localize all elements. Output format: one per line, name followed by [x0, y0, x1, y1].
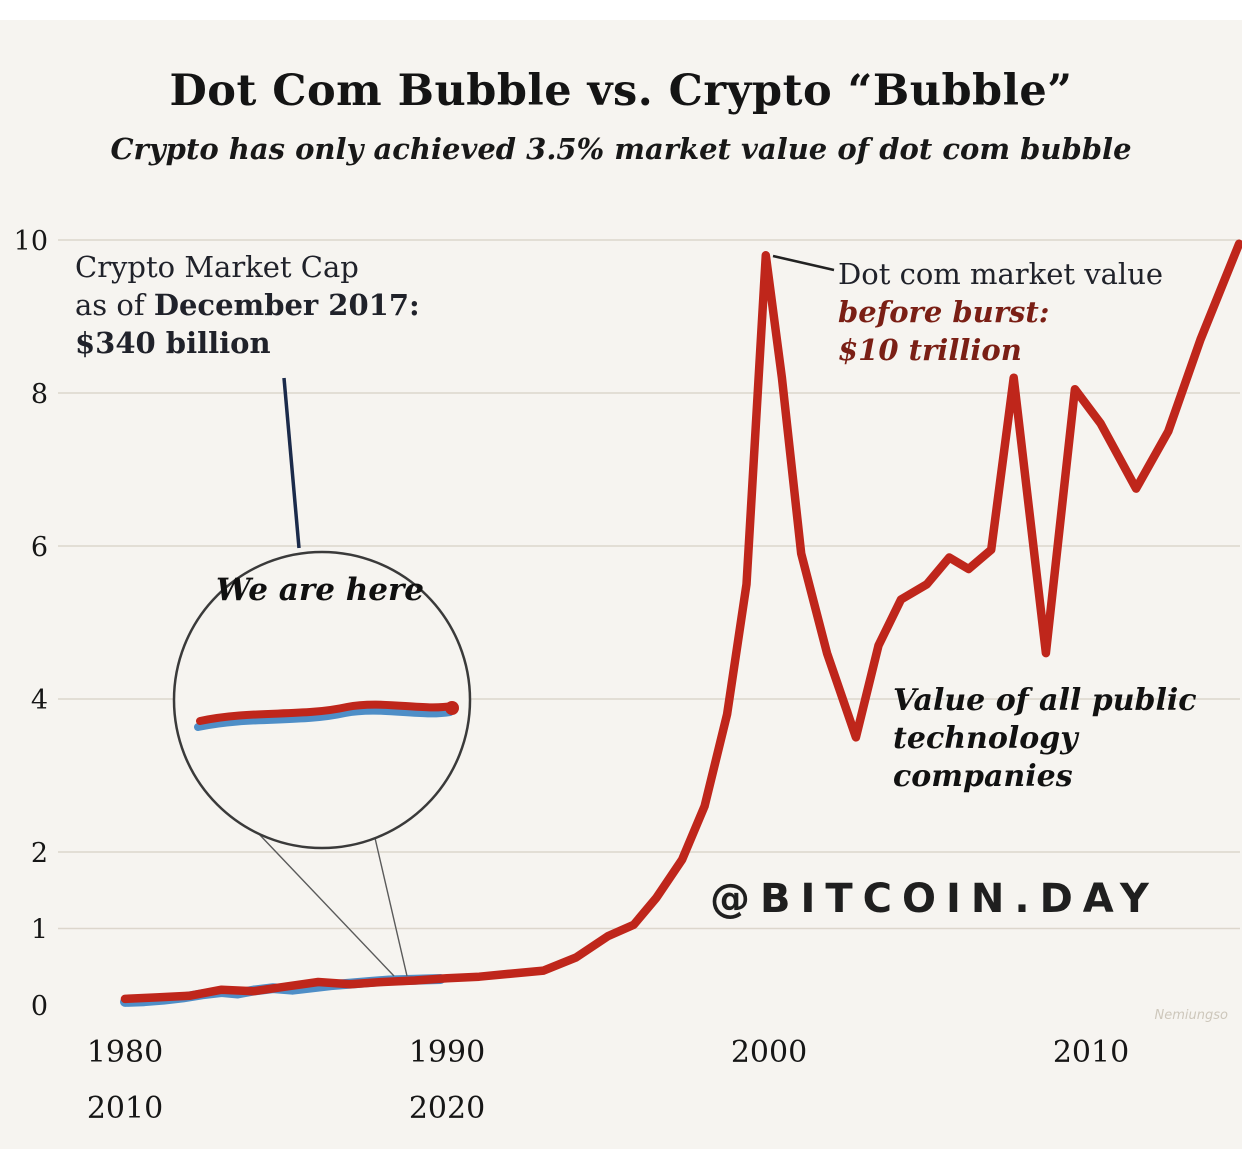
- peak-callout-line: [772, 254, 835, 272]
- crypto-ann-line2: as of December 2017:: [75, 286, 420, 324]
- y-tick-label-8: 8: [31, 379, 48, 410]
- y-tick-label-6: 6: [31, 532, 48, 563]
- y-tick-label-4: 4: [31, 685, 48, 716]
- y-tick-label-1: 1: [31, 915, 48, 946]
- tech-companies-annotation: Value of all public technology companies: [893, 682, 1242, 796]
- magnifier-wedge-line-left: [257, 832, 395, 977]
- tech-ann-line2: technology companies: [893, 721, 1078, 794]
- we-are-here-label: We are here: [216, 572, 424, 608]
- magnifier-crypto-line: [194, 706, 454, 731]
- bitcoin-day-watermark: @BITCOIN.DAY: [710, 876, 1159, 922]
- corner-watermark: Nemiungso: [1154, 1008, 1228, 1023]
- crypto-pointer-line: [282, 377, 301, 549]
- y-tick-label-0: 0: [31, 991, 48, 1022]
- gridlines-layer: [58, 239, 1240, 930]
- chart-subtitle: Crypto has only achieved 3.5% market val…: [110, 132, 1132, 166]
- dotcom-ann-line3-value: $10 trillion: [838, 333, 1022, 367]
- crypto-ann-line1: Crypto Market Cap: [75, 250, 359, 284]
- series-layer: [120, 239, 1242, 1007]
- crypto-ann-line2-date: December 2017:: [153, 288, 420, 322]
- crypto-ann-line2-prefix: as of: [75, 288, 154, 322]
- tech-ann-line1: Value of all public: [893, 683, 1197, 718]
- magnifier-line-end-dot: [445, 701, 459, 715]
- series-line-dotcom: [120, 239, 1242, 1004]
- x-tick-primary-2010: 2010: [1053, 1035, 1129, 1070]
- y-tick-label-2: 2: [31, 838, 48, 869]
- y-tick-label-10: 10: [14, 226, 48, 257]
- crypto-ann-line3-value: $340 billion: [75, 326, 271, 360]
- magnifier-callout-layer: We are here: [172, 254, 835, 977]
- page-top-margin: [0, 0, 1242, 20]
- x-tick-primary-1980: 1980: [87, 1035, 163, 1070]
- x-tick-primary-2000: 2000: [731, 1035, 807, 1070]
- dotcom-ann-line2: before burst:: [838, 295, 1050, 329]
- chart-title: Dot Com Bubble vs. Crypto “Bubble”: [169, 66, 1073, 116]
- dotcom-peak-annotation: Dot com market value before burst: $10 t…: [838, 255, 1163, 369]
- dotcom-ann-line1: Dot com market value: [838, 257, 1164, 291]
- x-tick-primary-1990: 1990: [409, 1035, 485, 1070]
- x-tick-secondary-2020: 2020: [409, 1091, 485, 1126]
- magnifier-wedge-line-right: [374, 837, 408, 977]
- magnifier-dotcom-line: [196, 700, 456, 725]
- crypto-marketcap-annotation: Crypto Market Cap as of December 2017: $…: [75, 248, 420, 362]
- x-tick-secondary-2010: 2010: [87, 1091, 163, 1126]
- magnifier-circle: [172, 550, 472, 850]
